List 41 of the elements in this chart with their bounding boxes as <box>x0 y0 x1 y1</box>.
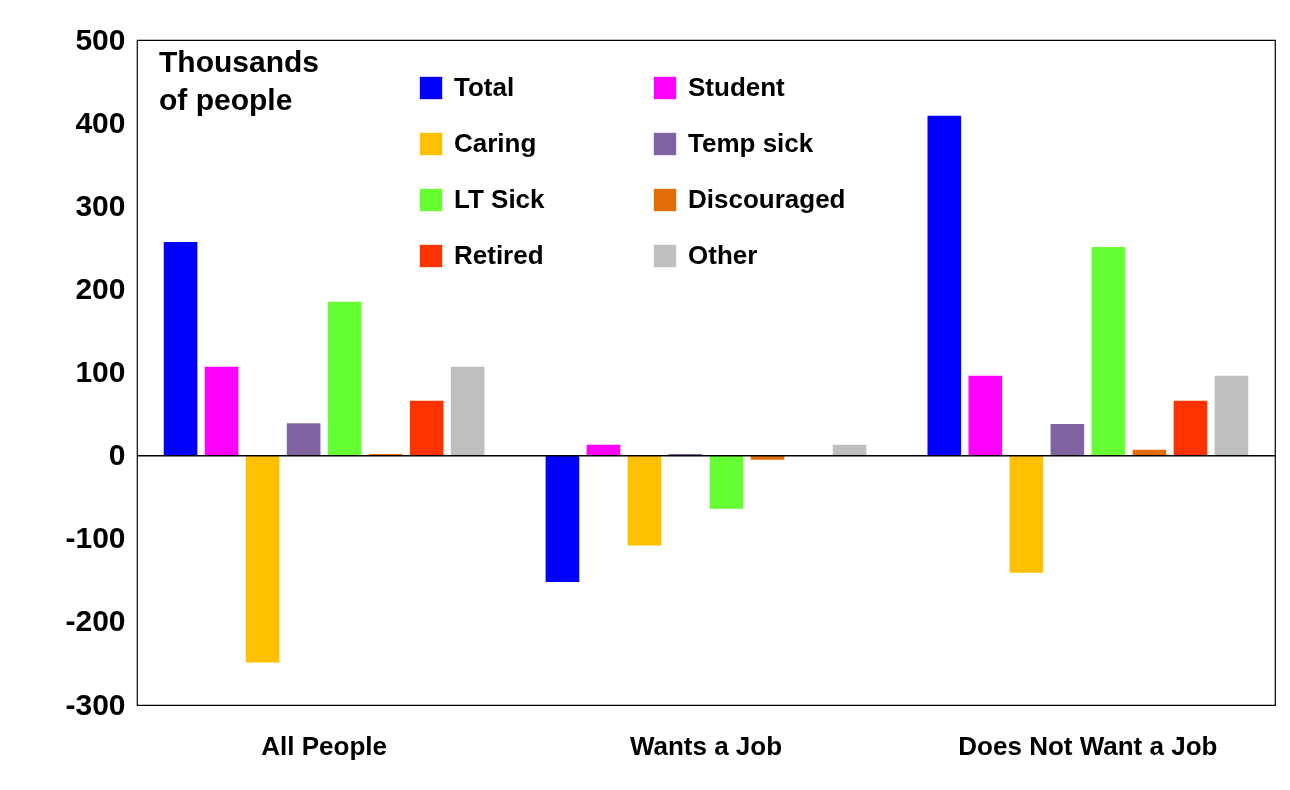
legend-label: Temp sick <box>688 128 814 158</box>
x-tick-label: Wants a Job <box>629 730 783 761</box>
legend-label: Total <box>454 72 515 102</box>
bar <box>163 241 198 456</box>
bar <box>709 455 744 509</box>
x-tick-label: All People <box>261 730 387 761</box>
y-tick-label: -300 <box>65 687 126 721</box>
bar <box>286 423 321 456</box>
bar <box>327 301 362 456</box>
bar <box>409 400 444 456</box>
y-axis-title: Thousands of people <box>159 45 320 116</box>
bar <box>586 444 621 456</box>
bar <box>627 455 662 546</box>
bar <box>545 455 580 582</box>
y-tick-label: 400 <box>75 105 126 139</box>
y-tick-label: -200 <box>65 604 126 638</box>
bar <box>245 455 280 663</box>
bar <box>1214 375 1249 456</box>
legend-label: Other <box>688 240 758 270</box>
bar <box>1173 400 1208 456</box>
legend-label: Retired <box>454 240 544 270</box>
bar <box>1009 455 1044 573</box>
x-tick-label: Does Not Want a Job <box>958 730 1218 761</box>
y-tick-label: -100 <box>65 521 126 555</box>
bar <box>750 455 785 460</box>
bar <box>204 366 239 456</box>
legend-label: Caring <box>454 128 537 158</box>
legend-label: LT Sick <box>454 184 546 214</box>
y-tick-label: 300 <box>75 188 126 222</box>
legend-label: Discouraged <box>688 184 846 214</box>
y-tick-label: 100 <box>75 355 126 388</box>
y-tick-label: 200 <box>75 271 126 305</box>
bar <box>927 115 962 456</box>
bar <box>968 375 1003 456</box>
bar <box>832 444 867 456</box>
bar <box>450 366 485 456</box>
bar <box>1091 246 1126 456</box>
y-tick-label: 0 <box>108 438 126 472</box>
y-tick-label: 500 <box>75 22 126 56</box>
bar <box>1050 424 1085 456</box>
legend-label: Student <box>688 72 786 102</box>
